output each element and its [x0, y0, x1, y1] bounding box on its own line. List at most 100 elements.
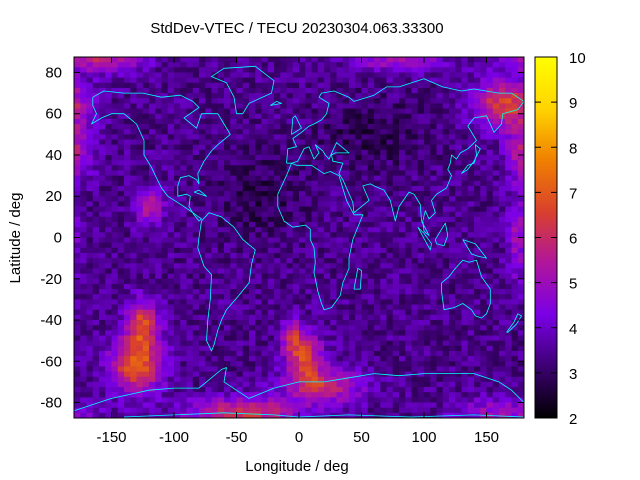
heatmap-cell: [299, 320, 306, 326]
heatmap-cell: [274, 196, 281, 202]
heatmap-cell: [430, 273, 437, 280]
heatmap-cell: [336, 402, 344, 409]
heatmap-cell: [392, 237, 400, 244]
heatmap-cell: [449, 325, 456, 331]
heatmap-cell: [399, 407, 406, 414]
heatmap-cell: [161, 108, 169, 115]
heatmap-cell: [330, 366, 337, 372]
heatmap-cell: [474, 299, 481, 305]
heatmap-cell: [436, 62, 444, 68]
heatmap-cell: [411, 366, 419, 372]
heatmap-cell: [449, 314, 456, 321]
heatmap-cell: [311, 371, 319, 378]
heatmap-cell: [224, 185, 231, 192]
heatmap-cell: [149, 283, 156, 290]
heatmap-cell: [167, 289, 175, 295]
heatmap-cell: [424, 134, 431, 140]
heatmap-cell: [149, 144, 156, 151]
heatmap-cell: [436, 340, 444, 347]
heatmap-cell: [499, 247, 506, 254]
heatmap-cell: [380, 129, 387, 135]
heatmap-cell: [511, 206, 519, 213]
heatmap-cell: [74, 77, 81, 84]
heatmap-cell: [436, 222, 444, 228]
heatmap-cell: [230, 376, 237, 383]
heatmap-cell: [467, 62, 475, 68]
heatmap-cell: [80, 387, 87, 393]
heatmap-cell: [274, 77, 281, 84]
heatmap-cell: [430, 77, 437, 84]
heatmap-cell: [342, 294, 350, 300]
heatmap-cell: [461, 242, 469, 249]
heatmap-cell: [361, 77, 369, 84]
heatmap-cell: [449, 216, 456, 223]
heatmap-cell: [149, 278, 156, 285]
heatmap-cell: [105, 227, 112, 233]
heatmap-cell: [367, 196, 375, 202]
heatmap-cell: [249, 232, 256, 238]
heatmap-cell: [161, 314, 169, 321]
heatmap-cell: [161, 258, 169, 264]
heatmap-cell: [424, 361, 431, 367]
heatmap-cell: [292, 160, 300, 166]
heatmap-cell: [105, 325, 112, 331]
heatmap-cell: [499, 392, 506, 398]
heatmap-cell: [205, 371, 212, 378]
heatmap-cell: [205, 175, 212, 182]
heatmap-cell: [374, 139, 381, 146]
heatmap-cell: [411, 314, 419, 321]
heatmap-cell: [142, 108, 150, 115]
heatmap-cell: [430, 325, 437, 331]
heatmap-cell: [249, 77, 256, 84]
heatmap-cell: [211, 191, 219, 197]
heatmap-cell: [224, 407, 231, 414]
heatmap-cell: [505, 330, 512, 336]
heatmap-cell: [274, 387, 281, 393]
heatmap-cell: [305, 72, 312, 79]
heatmap-cell: [249, 154, 256, 161]
heatmap-cell: [80, 289, 87, 295]
heatmap-cell: [430, 294, 437, 300]
heatmap-cell: [205, 93, 212, 99]
heatmap-cell: [130, 237, 137, 244]
heatmap-cell: [124, 175, 131, 182]
heatmap-cell: [274, 325, 281, 331]
heatmap-cell: [467, 87, 475, 94]
heatmap-cell: [186, 330, 194, 336]
heatmap-cell: [92, 77, 100, 84]
heatmap-cell: [486, 325, 494, 331]
heatmap-cell: [455, 407, 462, 414]
heatmap-cell: [317, 340, 325, 347]
heatmap-cell: [380, 402, 387, 409]
heatmap-cell: [249, 412, 256, 419]
heatmap-cell: [349, 82, 356, 89]
heatmap-cell: [124, 62, 131, 68]
heatmap-cell: [142, 387, 150, 393]
heatmap-cell: [317, 227, 325, 233]
heatmap-cell: [236, 356, 244, 362]
heatmap-cell: [224, 98, 231, 104]
heatmap-cell: [486, 407, 494, 414]
heatmap-cell: [255, 335, 262, 342]
heatmap-cell: [230, 304, 237, 311]
heatmap-cell: [492, 134, 500, 140]
heatmap-cell: [155, 67, 162, 73]
heatmap-cell: [486, 273, 494, 280]
heatmap-cell: [186, 304, 194, 311]
heatmap-cell: [242, 252, 250, 259]
heatmap-cell: [92, 72, 100, 79]
heatmap-cell: [442, 206, 450, 213]
heatmap-cell: [180, 196, 187, 202]
heatmap-cell: [405, 402, 412, 409]
heatmap-cell: [449, 185, 456, 192]
heatmap-cell: [274, 175, 281, 182]
heatmap-cell: [186, 175, 194, 182]
heatmap-cell: [74, 108, 81, 115]
heatmap-cell: [292, 350, 300, 357]
heatmap-cell: [449, 201, 456, 207]
heatmap-cell: [411, 139, 419, 146]
heatmap-cell: [505, 345, 512, 352]
heatmap-cell: [105, 201, 112, 207]
heatmap-cell: [280, 289, 287, 295]
heatmap-cell: [186, 289, 194, 295]
